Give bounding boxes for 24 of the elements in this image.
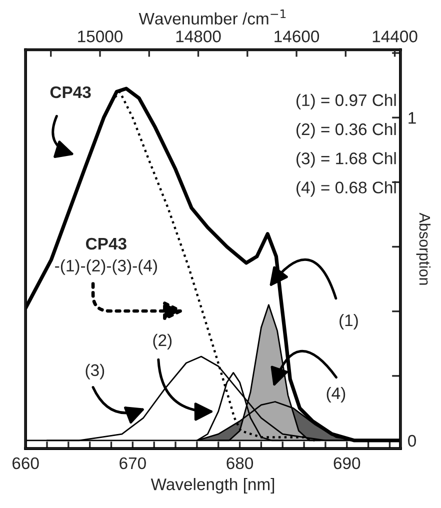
annotation: CP43 xyxy=(86,238,126,250)
annotation: (4) = 0.68 Chl xyxy=(296,181,396,197)
x-tick-label: 690 xyxy=(334,457,360,470)
annotation: (4) xyxy=(326,386,346,402)
annotation: (2) xyxy=(153,334,172,350)
annotation: (3) xyxy=(86,364,104,380)
annotation: (1) xyxy=(340,314,358,330)
x-tick-label: 660 xyxy=(12,457,39,470)
annotation: CP43 xyxy=(50,86,91,98)
x2-tick-label: 14800 xyxy=(176,30,221,42)
x-tick-label: 670 xyxy=(120,457,146,470)
y-tick-label: 0 xyxy=(408,434,416,447)
x2-tick-label: 14400 xyxy=(372,30,418,42)
x-axis-title: Wavelength [nm] xyxy=(150,478,274,494)
x2-tick-label: 14600 xyxy=(274,30,320,42)
annotation: (3) = 1.68 Chl xyxy=(296,152,396,168)
annotation: -(1)-(2)-(3)-(4) xyxy=(55,259,157,275)
x2-axis-title: Wavenumber /cm$^{−1}$ xyxy=(138,10,286,25)
x2-tick-label: 15000 xyxy=(78,30,123,42)
annotation: (2) = 0.36 Chl xyxy=(296,122,396,138)
annotation: (1) = 0.97 Chl xyxy=(296,94,396,110)
y-tick-label: 1 xyxy=(408,112,416,124)
y-axis-title: Absorption xyxy=(416,212,431,285)
x-tick-label: 680 xyxy=(226,457,254,470)
